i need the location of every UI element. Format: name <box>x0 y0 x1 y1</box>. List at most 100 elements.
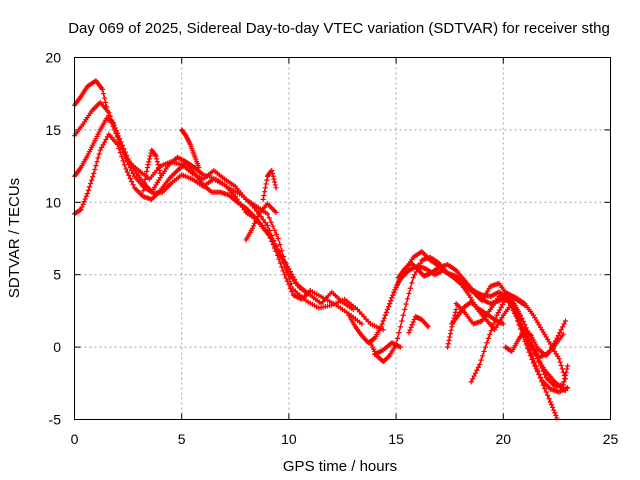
y-axis-title: SDTVAR / TECUs <box>6 178 23 298</box>
data-point <box>283 275 289 281</box>
data-point <box>535 369 541 375</box>
data-point <box>471 373 477 379</box>
data-point <box>552 410 558 416</box>
data-point <box>510 300 516 306</box>
data-point <box>123 166 129 172</box>
data-point <box>271 176 277 182</box>
data-point <box>396 330 402 336</box>
data-point <box>472 370 479 376</box>
data-point <box>407 327 413 333</box>
data-point <box>156 164 162 171</box>
data-point <box>144 168 150 175</box>
data-point <box>145 162 151 168</box>
data-point <box>378 324 384 330</box>
x-tick-label: 15 <box>388 431 404 447</box>
data-point <box>156 167 163 174</box>
data-point <box>97 147 103 153</box>
data-point <box>155 162 161 168</box>
series-plot-area <box>71 78 571 421</box>
series-track-3 <box>71 115 365 327</box>
data-point <box>273 243 279 250</box>
series-track-13 <box>449 299 506 327</box>
data-point <box>527 353 534 359</box>
data-point <box>93 163 99 169</box>
data-point <box>479 353 486 359</box>
y-tick-label: -5 <box>49 412 62 428</box>
data-point <box>289 271 295 277</box>
data-point <box>370 336 377 342</box>
data-point <box>397 344 403 350</box>
data-point <box>542 371 548 377</box>
data-point <box>260 217 266 223</box>
data-point <box>523 325 529 331</box>
data-point <box>274 246 281 252</box>
data-point <box>449 321 456 327</box>
data-point <box>380 327 386 333</box>
data-point <box>82 196 88 202</box>
data-point <box>482 344 489 350</box>
data-point <box>85 187 92 193</box>
data-point <box>545 392 551 398</box>
data-point <box>153 153 159 159</box>
data-point <box>272 241 278 247</box>
data-point <box>268 219 274 225</box>
data-point <box>498 304 504 310</box>
data-point <box>99 86 105 92</box>
data-point <box>118 139 124 145</box>
data-point <box>253 218 259 224</box>
data-point <box>558 362 564 369</box>
data-point <box>196 164 202 171</box>
data-point <box>115 133 122 139</box>
series-track-14 <box>406 314 431 336</box>
data-point <box>103 136 109 143</box>
data-point <box>453 306 459 313</box>
data-point <box>114 130 120 136</box>
data-point <box>526 349 532 355</box>
data-point <box>142 176 148 182</box>
grid <box>74 57 611 420</box>
data-point <box>96 151 102 157</box>
data-point <box>425 324 431 330</box>
data-point <box>280 268 286 274</box>
data-point <box>250 223 257 229</box>
data-point <box>94 159 100 165</box>
data-point <box>80 201 86 207</box>
data-point <box>269 170 276 176</box>
data-point <box>143 172 149 178</box>
data-point <box>90 174 96 180</box>
series-track-12 <box>395 260 528 308</box>
data-point <box>543 389 549 395</box>
data-point <box>129 178 135 185</box>
data-point <box>383 309 390 315</box>
data-point <box>251 205 258 211</box>
data-point <box>121 162 128 168</box>
data-point <box>262 189 268 195</box>
data-point <box>412 272 418 278</box>
data-point <box>394 335 401 342</box>
x-tick-labels: 0 5 10 15 20 25 <box>71 431 619 447</box>
data-point <box>157 170 163 176</box>
data-point <box>270 223 276 229</box>
data-point <box>119 154 125 160</box>
data-point <box>452 309 459 315</box>
data-point <box>263 181 269 187</box>
data-point <box>530 360 536 366</box>
data-point <box>548 402 555 408</box>
data-point <box>270 238 276 244</box>
data-point <box>262 219 268 226</box>
data-point <box>154 159 161 165</box>
data-point <box>95 155 101 161</box>
data-point <box>526 331 532 337</box>
data-point <box>104 134 110 140</box>
data-point <box>147 153 153 159</box>
data-point <box>524 328 531 334</box>
data-point <box>379 321 385 327</box>
data-point <box>391 289 397 296</box>
data-point <box>287 268 293 275</box>
data-point <box>445 341 451 347</box>
data-point <box>444 344 451 350</box>
data-point <box>565 385 571 391</box>
data-point <box>491 320 497 326</box>
data-point <box>559 366 565 372</box>
